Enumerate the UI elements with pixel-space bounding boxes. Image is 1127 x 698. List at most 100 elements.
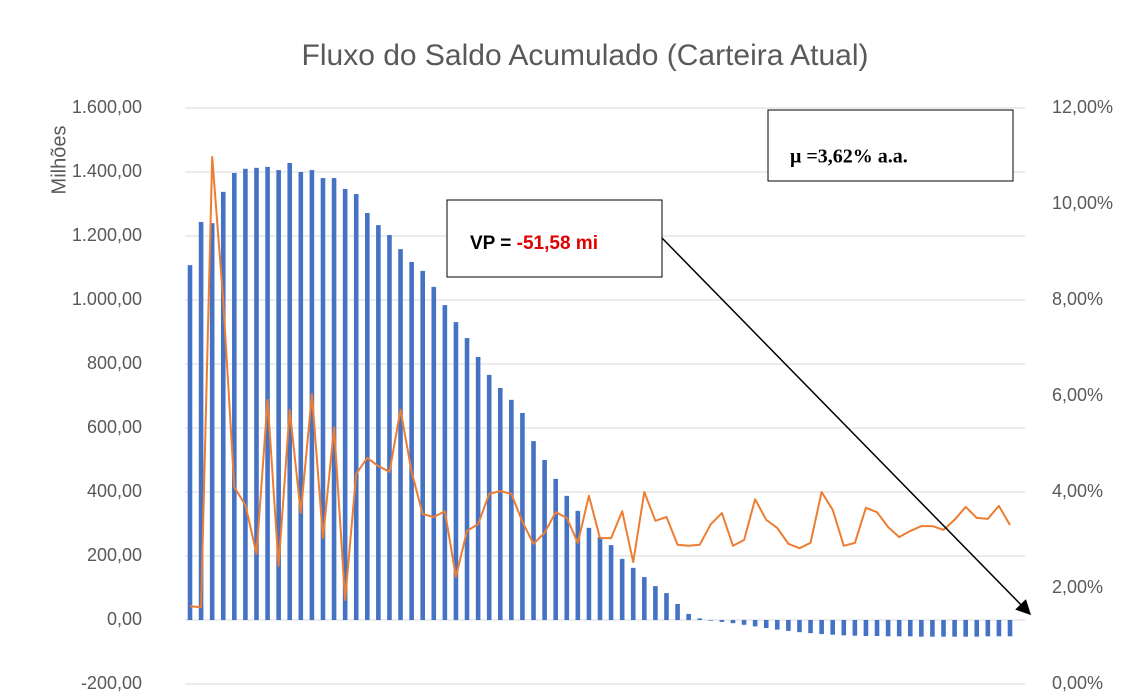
bar xyxy=(896,620,902,637)
y-tick-label: 1.600,00 xyxy=(72,97,142,117)
bar xyxy=(497,388,503,620)
bar xyxy=(697,618,703,620)
bar xyxy=(941,620,946,637)
bar xyxy=(531,441,536,620)
bar xyxy=(509,399,514,620)
y2-tick-label: 10,00% xyxy=(1052,193,1113,213)
bar xyxy=(686,613,691,620)
bar xyxy=(963,620,968,637)
bar xyxy=(719,620,725,622)
bar xyxy=(730,620,736,624)
bar xyxy=(797,620,802,633)
bar xyxy=(852,620,858,636)
y-tick-label: 200,00 xyxy=(87,545,142,565)
vp-box xyxy=(446,199,663,278)
bar xyxy=(254,167,259,620)
bar xyxy=(597,537,603,620)
bar xyxy=(819,620,824,635)
bar xyxy=(320,178,326,620)
y-tick-label: 1.200,00 xyxy=(72,225,142,245)
y-tick-label: 1.000,00 xyxy=(72,289,142,309)
bar xyxy=(431,286,437,620)
y2-tick-label: 12,00% xyxy=(1052,97,1113,117)
bar xyxy=(808,620,813,634)
bar xyxy=(763,620,769,628)
vp-label: VP = xyxy=(470,233,517,254)
plot xyxy=(187,156,1013,637)
y-tick-label: 400,00 xyxy=(87,481,142,501)
bar xyxy=(863,620,869,636)
bar xyxy=(187,265,193,620)
bar xyxy=(409,261,414,620)
bar xyxy=(741,620,747,625)
bar xyxy=(520,412,525,620)
bar xyxy=(575,510,581,620)
bar xyxy=(774,620,780,630)
bar xyxy=(664,593,669,620)
bar xyxy=(919,620,924,637)
bar xyxy=(342,188,348,620)
bar xyxy=(553,478,558,620)
vp-value: -51,58 mi xyxy=(517,233,598,254)
bar xyxy=(287,163,293,621)
bar xyxy=(830,620,836,635)
bar xyxy=(952,620,957,637)
bar xyxy=(387,235,392,621)
bar xyxy=(475,356,481,620)
bar xyxy=(232,172,237,620)
bar xyxy=(996,620,1002,637)
y2-tick-label: 4,00% xyxy=(1052,481,1103,501)
bar xyxy=(376,225,381,620)
bar xyxy=(243,168,248,621)
bar xyxy=(930,620,935,637)
y-tick-label: 600,00 xyxy=(87,417,142,437)
bar xyxy=(786,620,791,631)
bar xyxy=(642,577,647,620)
bar xyxy=(907,620,913,637)
bar xyxy=(486,374,492,620)
bar xyxy=(276,170,281,620)
bar xyxy=(619,558,625,620)
bar xyxy=(220,191,226,620)
bar xyxy=(420,270,426,620)
bar xyxy=(752,620,758,627)
bar xyxy=(608,545,614,620)
arrow xyxy=(661,237,1032,616)
bar xyxy=(398,249,403,620)
y-tick-label: 1.400,00 xyxy=(72,161,142,181)
bar xyxy=(885,620,891,637)
y-tick-label: 0,00 xyxy=(107,609,142,629)
y-tick-label: 800,00 xyxy=(87,353,142,373)
bar xyxy=(464,338,470,620)
y2-tick-label: 0,00% xyxy=(1052,673,1103,693)
bar xyxy=(198,221,204,621)
y-axis-title: Milhões xyxy=(48,126,70,195)
bar xyxy=(442,305,448,620)
bar xyxy=(564,495,570,620)
bar xyxy=(353,194,359,620)
bar xyxy=(209,223,215,620)
bar xyxy=(874,620,880,636)
chart-title: Fluxo do Saldo Acumulado (Carteira Atual… xyxy=(302,39,869,72)
bar xyxy=(841,620,847,636)
y2-tick-label: 8,00% xyxy=(1052,289,1103,309)
vp-annotation: VP = -51,58 mi xyxy=(470,233,598,254)
bar xyxy=(1007,620,1013,637)
bar xyxy=(675,604,680,620)
bar xyxy=(364,212,370,620)
y2-tick-label: 6,00% xyxy=(1052,385,1103,405)
bar xyxy=(586,527,592,620)
line xyxy=(189,156,1011,609)
bar xyxy=(453,322,459,620)
mu-annotation: μ =3,62% a.a. xyxy=(790,146,908,168)
y-tick-label: -200,00 xyxy=(81,673,142,693)
bar xyxy=(265,166,270,620)
bar xyxy=(630,567,636,620)
bar xyxy=(298,172,304,620)
mu-box xyxy=(767,109,1014,182)
bar xyxy=(331,178,337,620)
y2-tick-label: 2,00% xyxy=(1052,577,1103,597)
bar xyxy=(974,620,980,637)
bar xyxy=(985,620,991,637)
